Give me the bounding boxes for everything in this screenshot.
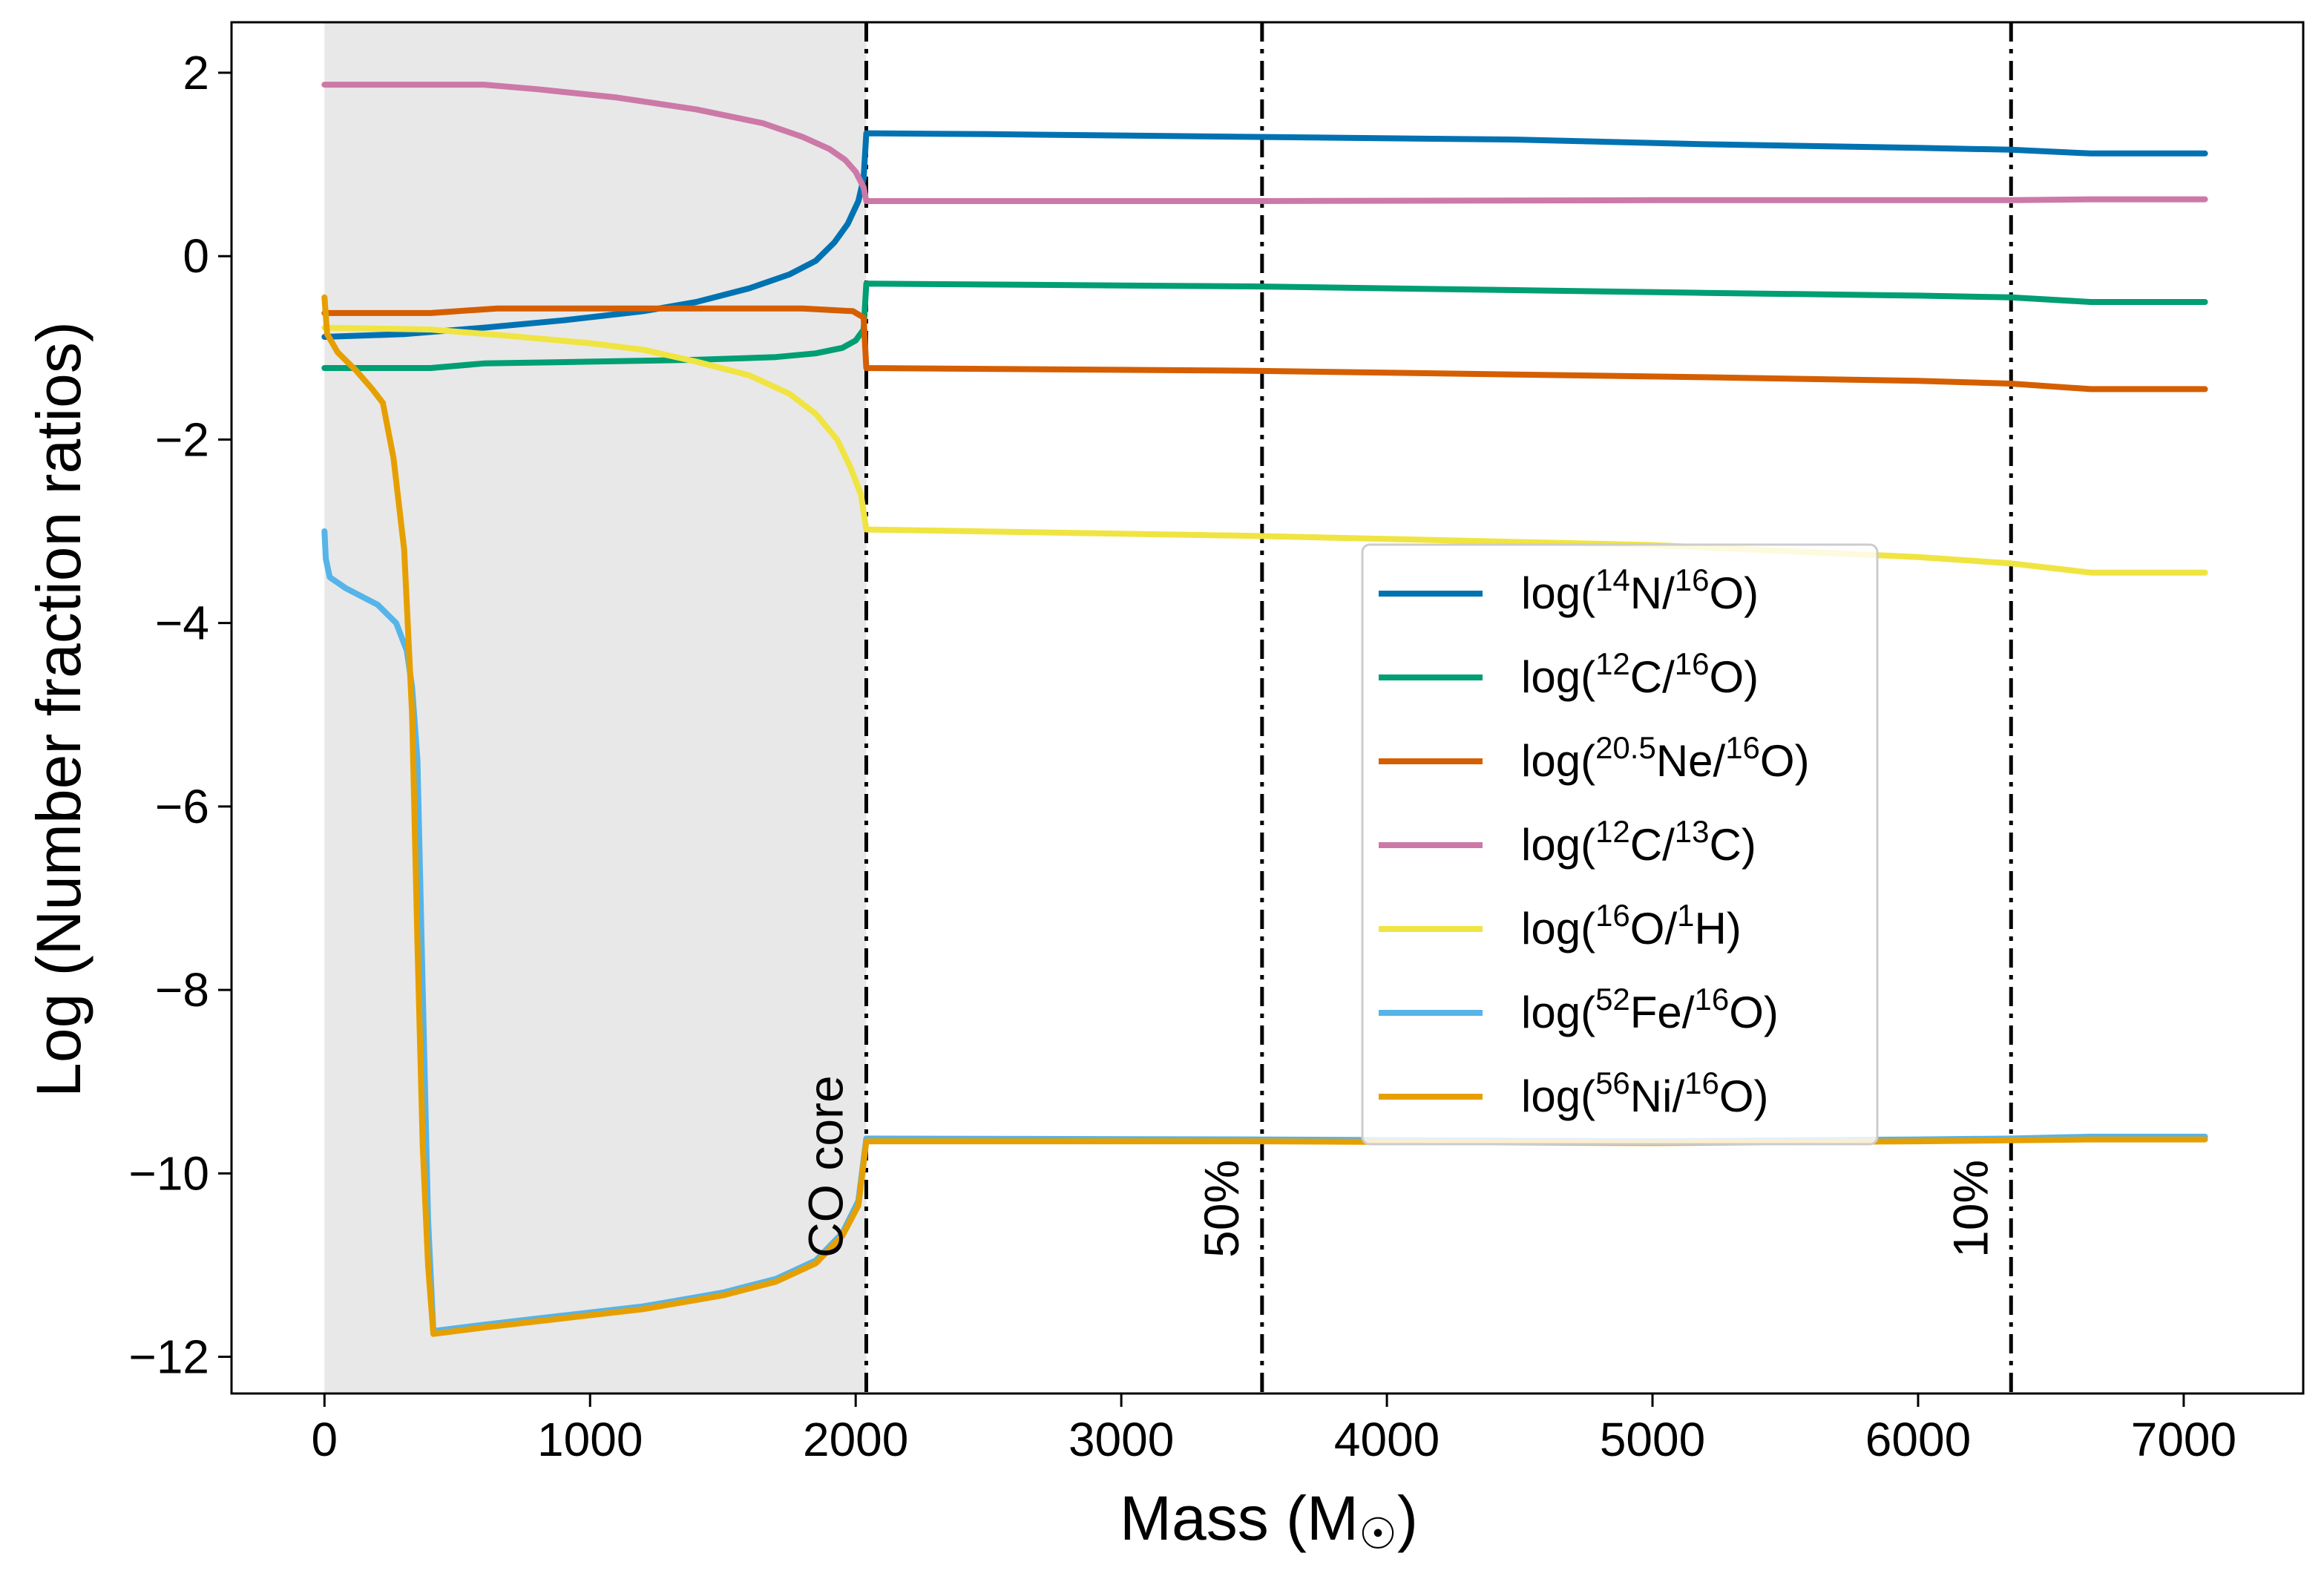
y-tick-label: −10 [128,1146,209,1200]
y-tick-label: −8 [155,963,209,1017]
y-tick-label: −12 [128,1330,209,1384]
series-line-2 [321,305,2208,393]
y-tick-label: 0 [183,229,209,283]
x-tick-label: 2000 [803,1413,908,1466]
y-tick-label: 2 [183,46,209,99]
legend: log(14N/16O) log(12C/16O) log(20.5Ne/16O) l… [1361,543,1879,1146]
legend-box [1361,543,1879,1146]
y-axis-label: Log (Number fraction ratios) [24,321,93,1097]
x-tick-label: 3000 [1069,1413,1174,1466]
x-tick-label: 1000 [537,1413,643,1466]
legend-label-3: log(12C/13C) [1521,814,1756,870]
series-line-4 [321,324,2208,576]
series-line-3 [321,82,2208,204]
y-axis-ticks: 2 0 −2 −4 −6 −8 −10 −12 [128,46,232,1384]
x-axis-ticks: 0 1000 2000 3000 4000 5000 6000 7000 [311,1393,2236,1466]
co-core-shaded-region [324,22,867,1393]
x-tick-label: 5000 [1600,1413,1705,1466]
legend-label-2: log(20.5Ne/16O) [1521,730,1810,786]
plot-frame [230,21,2305,1395]
legend-label-0: log(14N/16O) [1521,562,1759,618]
y-tick-label: −6 [155,780,209,833]
x-tick-label: 6000 [1865,1413,1971,1466]
legend-label-4: log(16O/1H) [1521,898,1742,953]
vline-label-2: 10% [1943,1160,1998,1258]
vline-label-0: CO core [798,1075,853,1258]
legend-label-1: log(12C/16O) [1521,646,1759,702]
x-axis-label: Mass (M☉) [1120,1483,1418,1558]
legend-label-5: log(52Fe/16O) [1521,982,1779,1037]
legend-label-6: log(56Ni/16O) [1521,1066,1769,1121]
vline-label-1: 50% [1194,1160,1249,1258]
x-tick-label: 7000 [2131,1413,2236,1466]
x-tick-label: 0 [311,1413,338,1466]
vertical-markers [864,22,2013,1393]
series-line-0 [321,130,2208,340]
series-line-1 [321,280,2208,371]
x-tick-label: 4000 [1334,1413,1440,1466]
y-tick-label: −4 [155,597,209,650]
marker-annotations: CO core 50% 10% [798,1075,1998,1258]
y-tick-label: −2 [155,413,209,466]
